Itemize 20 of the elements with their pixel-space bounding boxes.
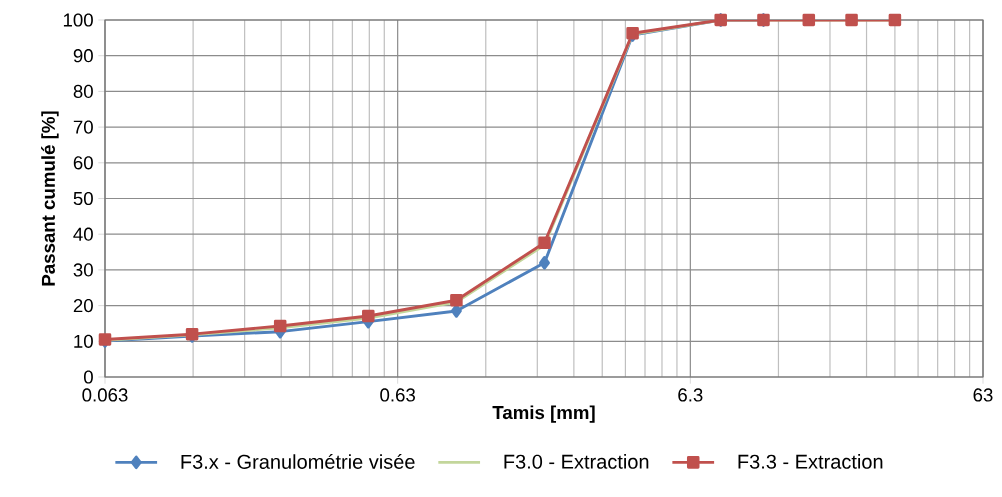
y-tick-label: 0 — [83, 370, 93, 384]
y-tick-label: 100 — [63, 13, 93, 27]
y-tick-label: 50 — [73, 191, 93, 206]
y-tick-label: 70 — [73, 120, 93, 134]
x-axis-title: Tamis [mm] — [492, 405, 595, 423]
x-tick-label: 0.063 — [82, 388, 128, 402]
legend-label: F3.x - Granulométrie visée — [181, 454, 415, 469]
y-tick-label: 10 — [74, 334, 93, 348]
x-tick-label: 63 — [973, 388, 993, 402]
y-tick-label: 80 — [73, 84, 93, 99]
y-tick-label: 40 — [73, 227, 93, 241]
x-tick-label: 0.63 — [380, 388, 416, 402]
y-tick-label: 20 — [73, 298, 93, 313]
legend-label: F3.0 - Extraction — [504, 454, 649, 469]
y-axis-title: Passant cumulé [%] — [41, 111, 59, 286]
y-tick-label: 30 — [73, 263, 93, 277]
legend-label: F3.3 - Extraction — [738, 454, 883, 469]
y-tick-label: 60 — [73, 156, 93, 170]
y-tick-label: 90 — [73, 49, 93, 63]
x-tick-label: 6.3 — [678, 388, 703, 402]
